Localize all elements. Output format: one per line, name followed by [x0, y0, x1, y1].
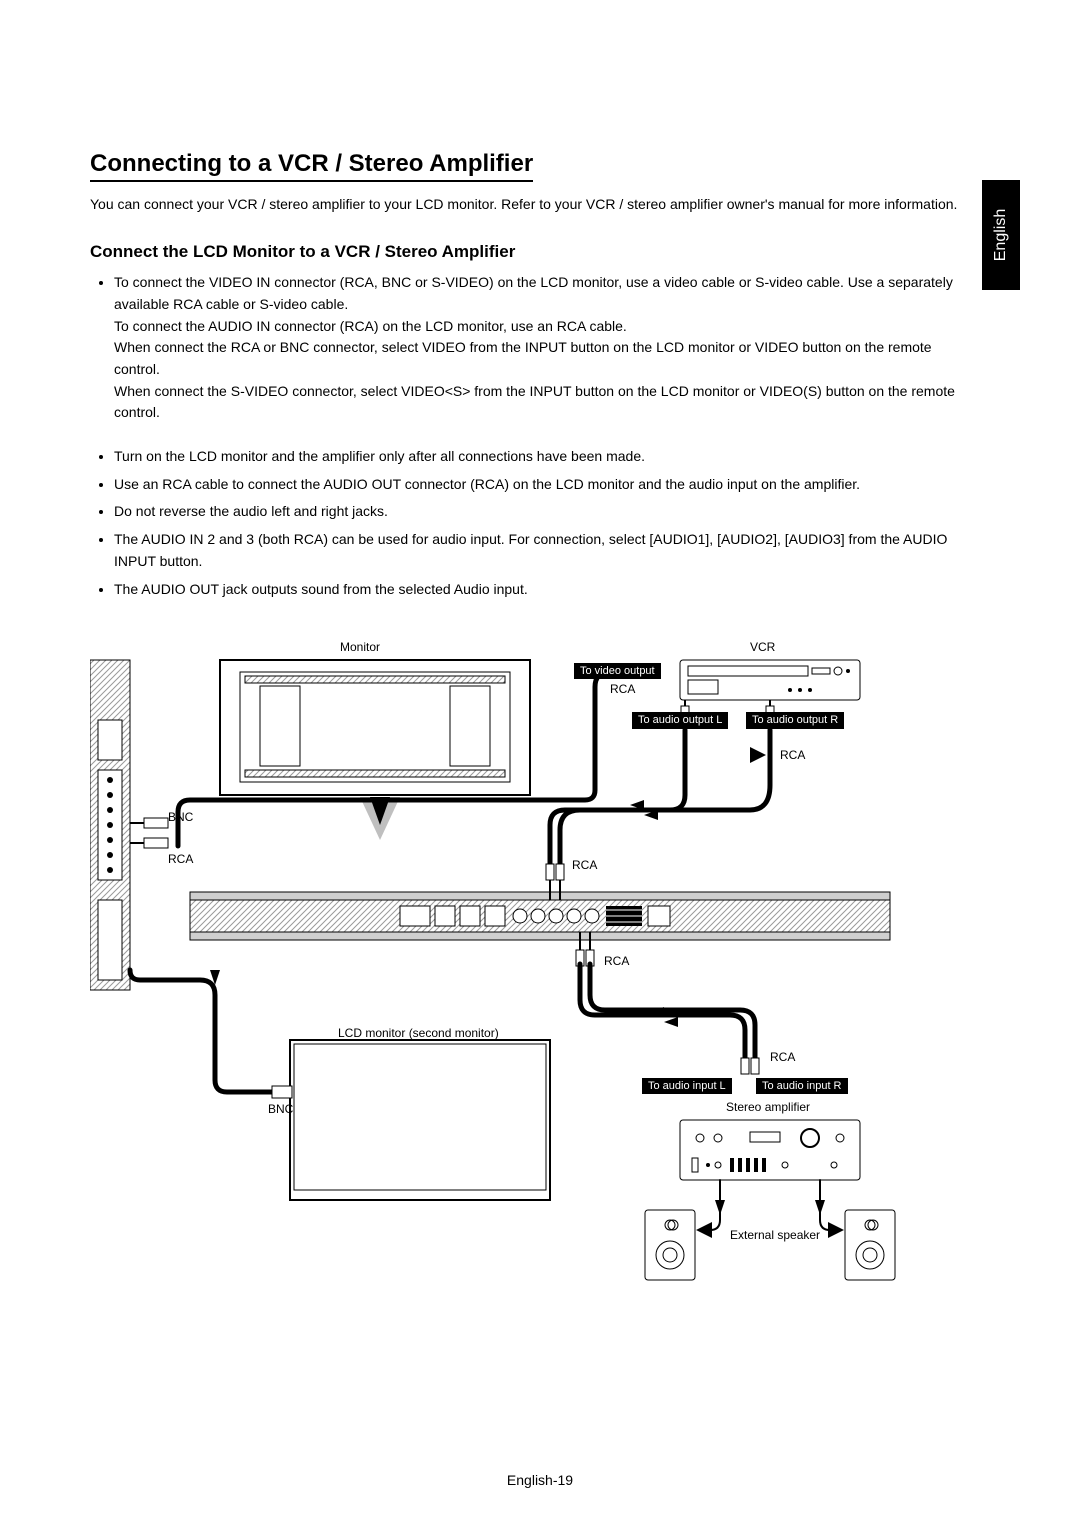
page-title: Connecting to a VCR / Stereo Amplifier: [90, 150, 533, 182]
list-item: Use an RCA cable to connect the AUDIO OU…: [114, 474, 970, 496]
label-rca-4: RCA: [572, 858, 597, 872]
diagram-svg: [90, 640, 990, 1300]
tag-audio-out-l: To audio output L: [632, 712, 728, 729]
page: English Connecting to a VCR / Stereo Amp…: [0, 0, 1080, 1528]
connection-diagram: Monitor VCR To video output RCA To audio…: [90, 640, 990, 1300]
tag-audio-in-l: To audio input L: [642, 1078, 732, 1094]
bullet-list-b: Turn on the LCD monitor and the amplifie…: [90, 446, 970, 600]
label-bnc-2: BNC: [268, 1102, 293, 1116]
label-second-monitor: LCD monitor (second monitor): [338, 1026, 499, 1040]
label-rca-2: RCA: [780, 748, 805, 762]
list-item: Do not reverse the audio left and right …: [114, 501, 970, 523]
label-external-speaker: External speaker: [730, 1228, 820, 1242]
language-tab-label: English: [992, 209, 1010, 261]
list-item: To connect the VIDEO IN connector (RCA, …: [114, 272, 970, 424]
tag-audio-in-r: To audio input R: [756, 1078, 848, 1094]
label-rca-3: RCA: [168, 852, 193, 866]
intro-text: You can connect your VCR / stereo amplif…: [90, 194, 970, 214]
list-item: Turn on the LCD monitor and the amplifie…: [114, 446, 970, 468]
label-rca-6: RCA: [770, 1050, 795, 1064]
label-bnc-1: BNC: [168, 810, 193, 824]
label-rca-5: RCA: [604, 954, 629, 968]
subheading: Connect the LCD Monitor to a VCR / Stere…: [90, 242, 990, 262]
page-number: English-19: [0, 1472, 1080, 1488]
bullet-list-a: To connect the VIDEO IN connector (RCA, …: [90, 272, 970, 424]
label-stereo-amp: Stereo amplifier: [726, 1100, 810, 1114]
label-monitor: Monitor: [340, 640, 380, 654]
label-rca-1: RCA: [610, 682, 635, 696]
label-vcr: VCR: [750, 640, 775, 654]
list-item: The AUDIO OUT jack outputs sound from th…: [114, 579, 970, 601]
language-tab: English: [982, 180, 1020, 290]
tag-video-output: To video output: [574, 663, 661, 679]
list-item: The AUDIO IN 2 and 3 (both RCA) can be u…: [114, 529, 970, 572]
tag-audio-out-r: To audio output R: [746, 712, 844, 729]
